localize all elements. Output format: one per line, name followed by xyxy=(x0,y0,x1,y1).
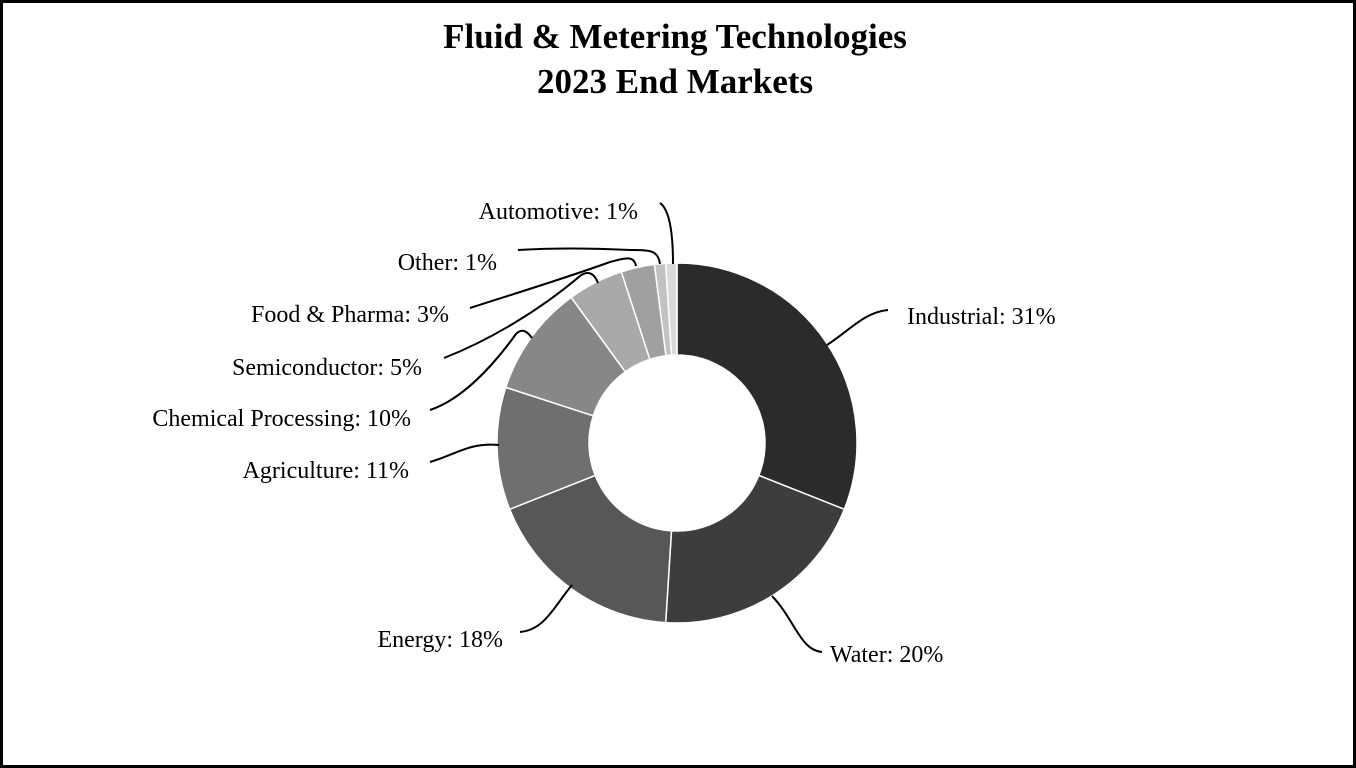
leader-line-energy xyxy=(519,584,573,633)
leader-line-agriculture xyxy=(429,443,500,463)
chart-title-line-2: 2023 End Markets xyxy=(536,62,814,101)
leader-line-other xyxy=(517,247,661,265)
chart-title-line-1: Fluid & Metering Technologies xyxy=(443,17,907,56)
slice-energy xyxy=(508,474,673,624)
slice-label-food-pharma: Food & Pharma: 3% xyxy=(251,302,449,328)
leader-line-industrial xyxy=(826,309,889,346)
leader-line-automotive xyxy=(659,202,674,265)
slice-label-energy: Energy: 18% xyxy=(377,627,503,653)
leader-line-chemical-processing xyxy=(429,329,533,411)
slice-industrial xyxy=(676,262,858,511)
leader-line-semiconductor xyxy=(443,272,599,359)
leader-line-water xyxy=(771,595,823,653)
slices-layer xyxy=(496,262,858,624)
slice-labels-layer: Industrial: 31% Water: 20% Energy: 18% Agri… xyxy=(152,199,1055,668)
slice-label-semiconductor: Semiconductor: 5% xyxy=(232,355,422,381)
slice-water xyxy=(664,474,846,624)
slice-label-industrial: Industrial: 31% xyxy=(907,304,1056,330)
leader-line-food-pharma xyxy=(469,257,637,309)
leader-lines-layer xyxy=(429,202,889,653)
slice-automotive xyxy=(664,262,678,356)
chart-title: Fluid & Metering Technologies 2023 End M… xyxy=(0,14,1350,104)
slice-label-automotive: Automotive: 1% xyxy=(479,199,638,225)
slice-label-water: Water: 20% xyxy=(830,642,943,668)
slice-label-chemical-processing: Chemical Processing: 10% xyxy=(152,406,411,432)
slice-label-agriculture: Agriculture: 11% xyxy=(243,458,409,484)
slice-label-other: Other: 1% xyxy=(398,250,497,276)
